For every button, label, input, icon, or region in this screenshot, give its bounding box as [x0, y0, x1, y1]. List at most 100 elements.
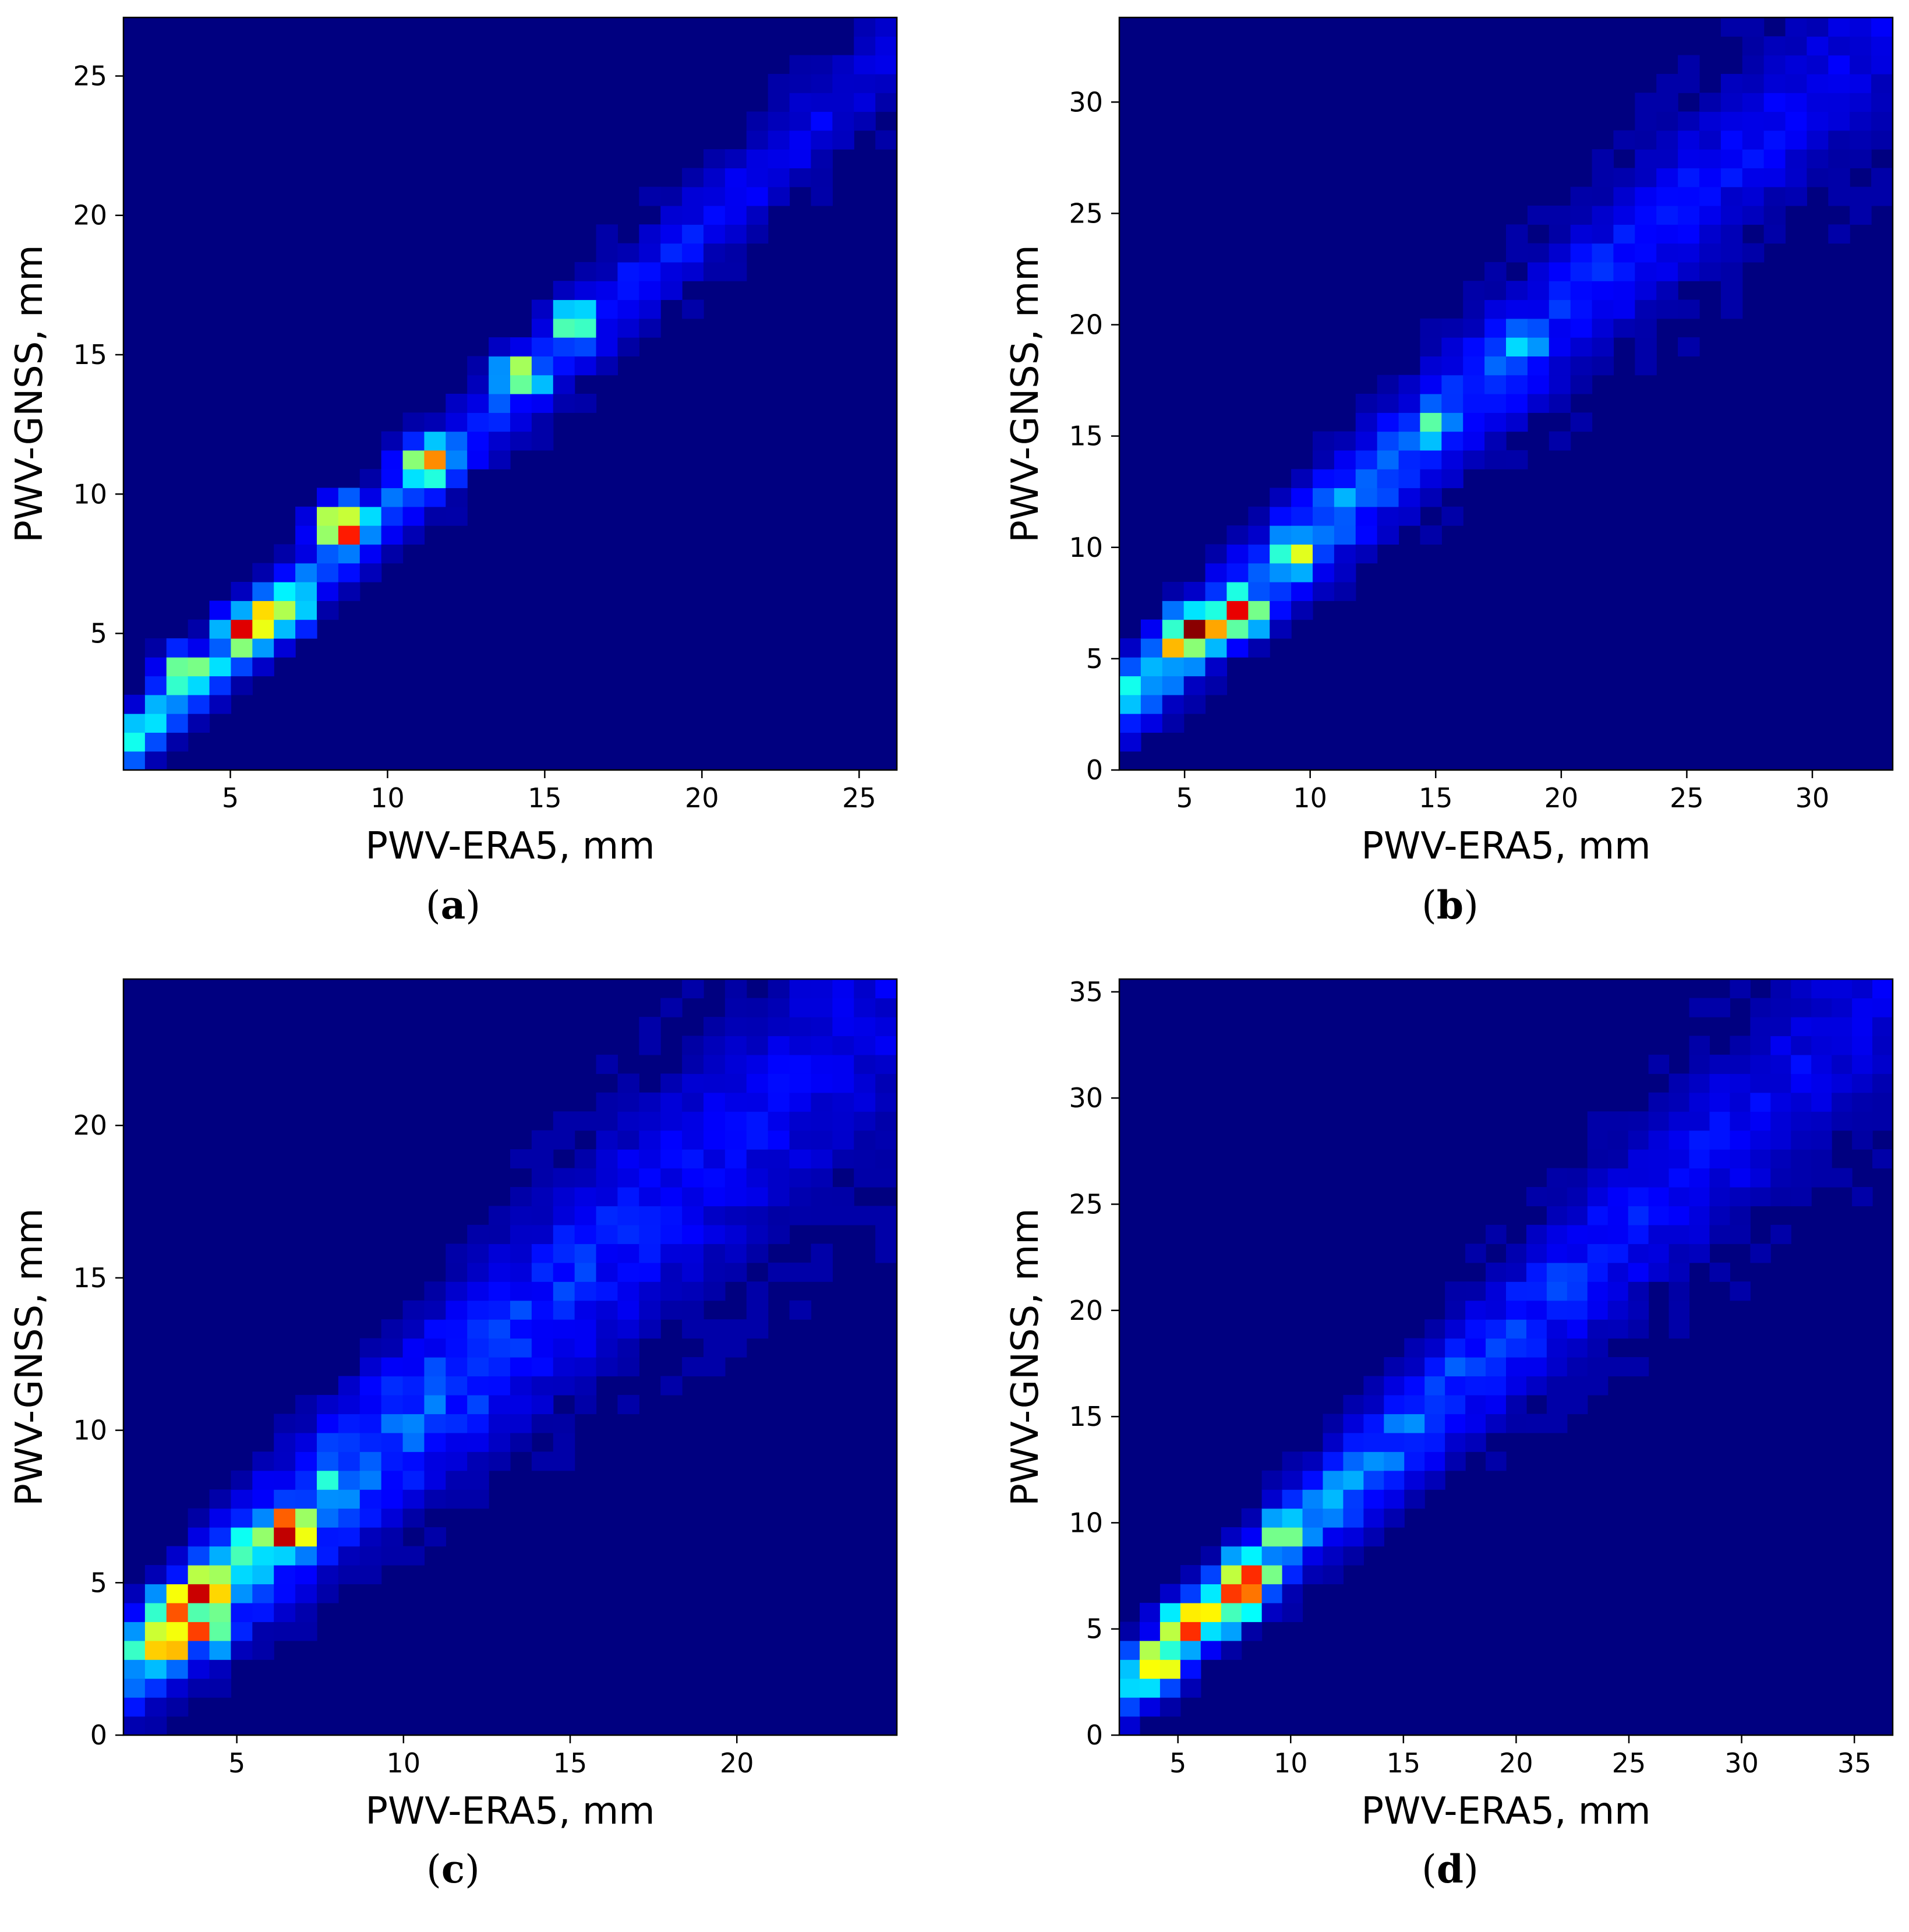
heatmap-cell [1334, 469, 1356, 489]
y-tick-label: 20 [1069, 309, 1103, 341]
heatmap-cell [1205, 676, 1228, 695]
heatmap-cell [1832, 1036, 1853, 1055]
heatmap-cell [295, 1451, 317, 1471]
heatmap-cell [1424, 1414, 1445, 1433]
y-tick-label: 5 [1086, 1613, 1103, 1645]
heatmap-cell [1872, 1054, 1893, 1074]
heatmap-cell [1200, 1640, 1222, 1660]
heatmap-cell [144, 657, 167, 677]
heatmap-cell [1226, 563, 1249, 582]
heatmap-cell [1656, 206, 1678, 225]
heatmap-cell [381, 1319, 404, 1339]
heatmap-cell [1384, 1489, 1405, 1509]
heatmap-cell [1445, 1357, 1466, 1377]
heatmap-cell [1270, 601, 1292, 620]
heatmap-cell [531, 1357, 554, 1377]
heatmap-cell [467, 450, 489, 469]
heatmap-cell [574, 356, 597, 376]
heatmap-cell [359, 1470, 382, 1490]
heatmap-cell [1592, 337, 1614, 356]
heatmap-cell [1526, 1281, 1547, 1301]
heatmap-cell [811, 1073, 833, 1093]
heatmap-cell [639, 1036, 661, 1055]
heatmap-cell [854, 998, 876, 1018]
heatmap-cell [1720, 149, 1743, 168]
heatmap-cell [617, 1300, 639, 1320]
heatmap-cell [1291, 469, 1313, 489]
heatmap-cell [1871, 111, 1893, 131]
heatmap-cell [510, 1432, 532, 1452]
y-tick-label: 10 [73, 1415, 107, 1446]
heatmap-cell [596, 1149, 618, 1169]
heatmap-cell [639, 262, 661, 281]
heatmap-cell [1570, 318, 1593, 338]
heatmap-cell [660, 1262, 683, 1282]
heatmap-cell [489, 1319, 511, 1339]
heatmap-cell [1302, 1489, 1324, 1509]
heatmap-cell [1635, 356, 1657, 376]
heatmap-cell [1486, 1281, 1507, 1301]
heatmap-cell [789, 998, 812, 1018]
heatmap-cell [1678, 73, 1700, 93]
heatmap-cell [231, 1622, 253, 1641]
heatmap-cell [1183, 619, 1206, 639]
heatmap-cell [1506, 412, 1528, 432]
heatmap-cell [768, 73, 790, 93]
heatmap-cell [1689, 1092, 1710, 1112]
heatmap-cell [1441, 412, 1463, 432]
heatmap-cell [1404, 1489, 1425, 1509]
heatmap-cell [682, 1149, 704, 1169]
heatmap-cell [531, 394, 554, 413]
heatmap-cell [789, 73, 812, 93]
heatmap-cell [295, 1489, 317, 1509]
heatmap-cell [1763, 55, 1786, 75]
heatmap-cell [1689, 1073, 1710, 1093]
heatmap-cell [209, 601, 232, 620]
heatmap-cell [1355, 431, 1378, 451]
heatmap-cell [768, 1262, 790, 1282]
heatmap-cell [1678, 243, 1700, 263]
heatmap-cell [553, 299, 575, 319]
heatmap-cell [510, 1300, 532, 1320]
heatmap-cell [274, 1470, 296, 1490]
heatmap-cell [1742, 17, 1765, 37]
heatmap-cell [231, 1584, 253, 1603]
heatmap-cell [381, 1414, 404, 1433]
heatmap-cell [381, 469, 404, 489]
heatmap-cell [1811, 979, 1832, 999]
y-tick-label: 15 [1069, 421, 1103, 452]
heatmap-cell [510, 1244, 532, 1263]
heatmap-cell [1484, 431, 1507, 451]
heatmap-cell [1549, 431, 1571, 451]
heatmap-cell [1699, 111, 1721, 131]
heatmap-cell [1811, 1073, 1832, 1093]
heatmap-cell [1363, 1414, 1384, 1433]
heatmap-cell [274, 582, 296, 601]
heatmap-cell [317, 488, 339, 507]
heatmap-cell [1832, 1016, 1853, 1036]
heatmap-cell [209, 1602, 232, 1622]
heatmap-cell [1343, 1470, 1364, 1490]
heatmap-cell [1648, 1244, 1670, 1263]
heatmap-cell [402, 412, 425, 432]
heatmap-cell [1770, 1016, 1791, 1036]
heatmap-cell [1730, 1054, 1751, 1074]
heatmap-cell [166, 638, 189, 658]
heatmap-cell [1291, 563, 1313, 582]
heatmap-cell [467, 1451, 489, 1471]
heatmap-cell [1140, 676, 1163, 695]
heatmap-cell [1742, 186, 1765, 206]
heatmap-cell [854, 93, 876, 112]
heatmap-cell [1656, 73, 1678, 93]
heatmap-cell [1791, 1149, 1812, 1169]
heatmap-cell [381, 1376, 404, 1396]
heatmap-cell [1506, 337, 1528, 356]
heatmap-cell [1668, 1281, 1690, 1301]
heatmap-cell [1791, 1073, 1812, 1093]
heatmap-cell [596, 243, 618, 263]
heatmap-cell [274, 1508, 296, 1528]
heatmap-cell [553, 318, 575, 338]
heatmap-cell [531, 337, 554, 356]
